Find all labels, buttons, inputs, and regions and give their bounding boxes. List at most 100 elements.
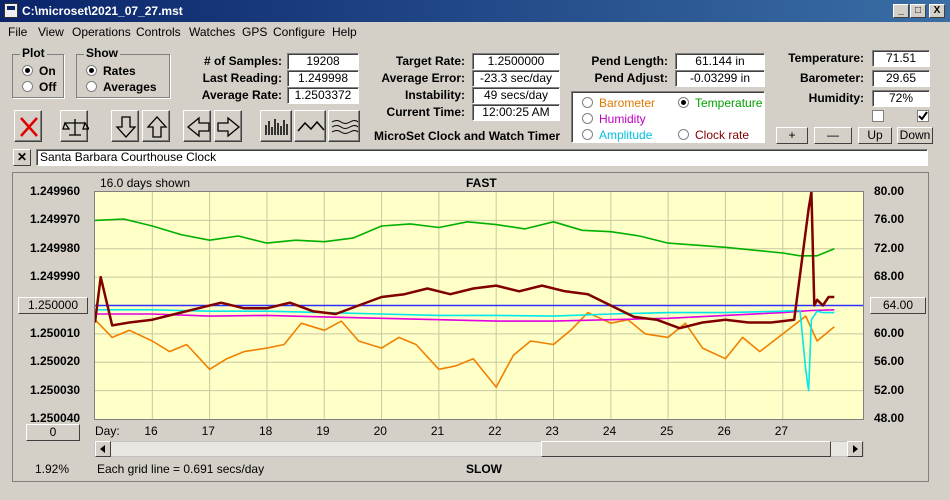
scale-minus-button[interactable]: —	[814, 127, 852, 144]
arrow-down-icon	[115, 116, 137, 138]
menu-watches[interactable]: Watches	[189, 25, 236, 39]
left-triangle-icon	[100, 445, 105, 453]
arrow-up-icon	[146, 116, 168, 138]
current-time-label: Current Time:	[386, 105, 465, 119]
series-clock-rate-line	[93, 190, 835, 330]
x-tick-label: 26	[717, 424, 731, 438]
left-y-tick-label: 1.249960	[30, 184, 81, 198]
minimize-button[interactable]: _	[893, 4, 909, 18]
menu-help[interactable]: Help	[332, 25, 357, 39]
menu-controls[interactable]: Controls	[136, 25, 181, 39]
left-axis-center-button[interactable]: 1.250000	[18, 297, 88, 314]
left-y-tick-label: 1.249980	[30, 240, 81, 255]
show-rates-label: Rates	[103, 64, 136, 78]
menu-bar: File View Operations Controls Watches GP…	[0, 22, 950, 42]
overlay-amplitude-radio[interactable]	[582, 129, 593, 140]
scroll-left-button[interactable]	[95, 441, 111, 457]
plot-off-radio[interactable]	[22, 81, 33, 92]
right-y-tick-label: 80.00	[874, 184, 905, 198]
balance-scale-icon	[62, 119, 89, 136]
x-tick-label: 24	[602, 424, 617, 438]
scale-plus-button[interactable]: +	[776, 127, 808, 144]
series-barometer-line	[94, 311, 835, 388]
overlay-temperature-radio[interactable]	[678, 97, 689, 108]
clear-clock-button[interactable]: ✕	[13, 149, 31, 166]
x-tick-label: 22	[488, 424, 502, 438]
humidity-value: 72%	[872, 90, 930, 107]
menu-operations[interactable]: Operations	[72, 25, 131, 39]
show-averages-label: Averages	[103, 80, 157, 94]
right-y-tick-label: 68.00	[874, 269, 905, 284]
bars-view-button[interactable]	[260, 110, 292, 142]
time-scrollbar[interactable]	[94, 441, 864, 457]
overlay-amplitude-label: Amplitude	[599, 128, 653, 142]
overlay-humidity-label: Humidity	[599, 112, 646, 126]
env-checkbox-1[interactable]	[872, 110, 884, 122]
x-tick-label: 23	[545, 424, 559, 438]
x-tick-label: 18	[258, 424, 273, 438]
series-humidity-line	[95, 309, 835, 322]
clock-name-field[interactable]: Santa Barbara Courthouse Clock	[36, 149, 928, 166]
stop-button[interactable]	[14, 110, 42, 142]
show-group-title: Show	[84, 46, 120, 60]
pend-length-label: Pend Length:	[591, 54, 668, 68]
days-shown-label: 16.0 days shown	[100, 176, 191, 190]
show-averages-radio[interactable]	[86, 81, 97, 92]
pend-adjust-label: Pend Adjust:	[594, 71, 668, 85]
menu-file[interactable]: File	[8, 25, 28, 39]
x-tick-label: 25	[660, 424, 674, 438]
arrow-left-button[interactable]	[183, 110, 211, 142]
x-tick-label: 17	[201, 424, 215, 438]
wave-view-button[interactable]	[294, 110, 326, 142]
close-button[interactable]: X	[929, 4, 945, 18]
overlay-humidity-radio[interactable]	[582, 113, 593, 124]
right-y-tick-label: 52.00	[874, 382, 905, 397]
series-amplitude-line	[95, 309, 835, 392]
window-title: C:\microset\2021_07_27.mst	[22, 4, 183, 18]
right-y-tick-label: 76.00	[874, 212, 905, 227]
x-tick-label: 27	[774, 424, 789, 438]
plot-on-radio[interactable]	[22, 65, 33, 76]
env-checkbox-2[interactable]	[917, 110, 929, 122]
arrow-down-button[interactable]	[111, 110, 139, 142]
x-tick-label: 16	[144, 424, 158, 438]
target-rate-value[interactable]: 1.2500000	[472, 53, 560, 70]
menu-view[interactable]: View	[38, 25, 64, 39]
overlay-clock-rate-radio[interactable]	[678, 129, 689, 140]
overlay-temperature-label: Temperature	[695, 96, 763, 110]
right-axis-center-button[interactable]: 64.00	[870, 297, 926, 314]
show-rates-radio[interactable]	[86, 65, 97, 76]
arrow-up-button[interactable]	[142, 110, 170, 142]
arrow-right-button[interactable]	[214, 110, 242, 142]
bar-graph-icon	[265, 119, 288, 135]
scale-down-button[interactable]: Down	[897, 127, 933, 144]
multi-wave-button[interactable]	[328, 110, 360, 142]
current-time-value: 12:00:25 AM	[472, 104, 560, 121]
menu-configure[interactable]: Configure	[273, 25, 326, 39]
overlay-selector	[571, 91, 765, 143]
maximize-button[interactable]: □	[910, 4, 926, 18]
right-triangle-icon	[853, 445, 858, 453]
series-temperature-line	[94, 218, 835, 257]
balance-button[interactable]	[60, 110, 89, 142]
overlay-barometer-radio[interactable]	[582, 97, 593, 108]
pend-length-value: 61.144 in	[675, 53, 765, 70]
offset-button[interactable]: 0	[26, 424, 80, 441]
humidity-label: Humidity:	[808, 91, 864, 105]
scroll-thumb[interactable]	[541, 441, 831, 457]
last-reading-label: Last Reading:	[202, 71, 282, 85]
average-error-label: Average Error:	[381, 71, 465, 85]
last-reading-value: 1.249998	[287, 70, 359, 87]
x-axis-label: Day:	[95, 424, 120, 438]
show-group	[76, 54, 170, 98]
temperature-value: 71.51	[872, 50, 930, 67]
wave-icon	[297, 120, 325, 132]
slow-label: SLOW	[466, 462, 502, 476]
left-y-tick-label: 1.250040	[30, 411, 81, 425]
barometer-value: 29.65	[872, 70, 930, 87]
average-rate-label: Average Rate:	[201, 88, 282, 102]
scale-up-button[interactable]: Up	[858, 127, 892, 144]
menu-gps[interactable]: GPS	[242, 25, 268, 39]
target-rate-label: Target Rate:	[395, 54, 465, 68]
scroll-right-button[interactable]	[847, 441, 863, 457]
